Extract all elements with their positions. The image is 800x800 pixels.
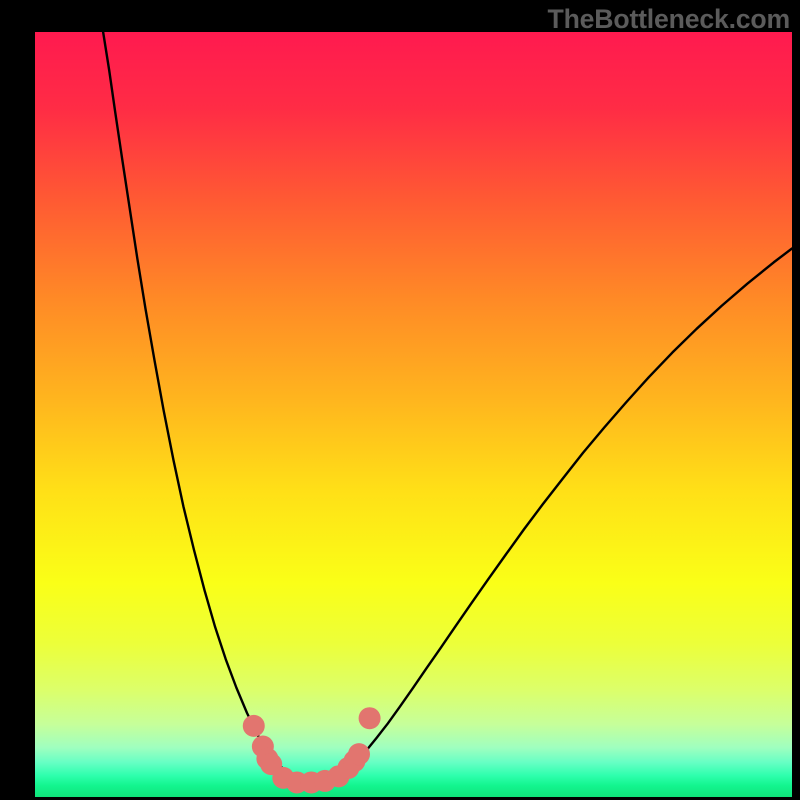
bottleneck-curve-chart (35, 32, 792, 797)
marker-point (243, 715, 265, 737)
watermark-text: TheBottleneck.com (548, 4, 790, 35)
marker-point (359, 707, 381, 729)
marker-point (348, 743, 370, 765)
gradient-background (35, 32, 792, 797)
plot-area (35, 32, 792, 797)
